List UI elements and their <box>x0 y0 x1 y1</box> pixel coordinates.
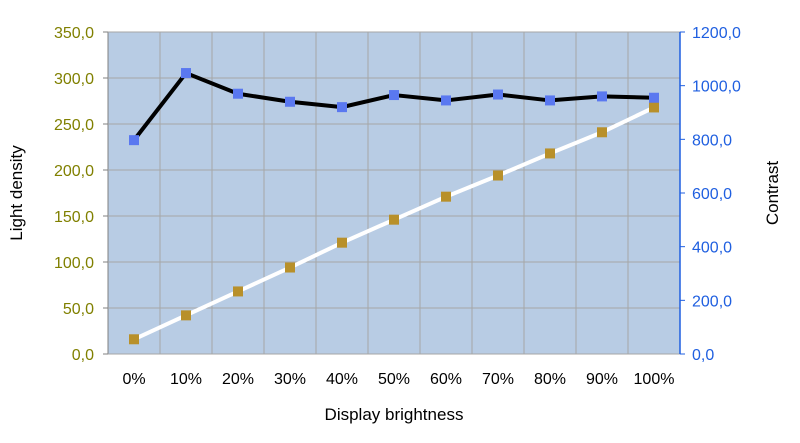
x-axis-ticks: 0% 10% 20% 30% 40% 50% 60% 70% 80% 90% 100% <box>122 371 674 388</box>
y-axis-title-right: Contrast <box>763 161 782 226</box>
series-marker-right <box>181 68 191 79</box>
left-tick-label: 150,0 <box>54 209 94 226</box>
x-tick-label: 80% <box>534 371 566 388</box>
series-marker-left <box>285 262 295 273</box>
left-tick-label: 100,0 <box>54 255 94 272</box>
series-marker-left <box>649 102 659 113</box>
series-marker-right <box>285 96 295 107</box>
series-marker-left <box>545 148 555 159</box>
y-axis-title-left: Light density <box>7 145 26 241</box>
right-axis-ticks: 0,0 200,0 400,0 600,0 800,0 1000,0 1200,0 <box>679 25 741 364</box>
left-tick-label: 300,0 <box>54 71 94 88</box>
left-tick-label: 350,0 <box>54 25 94 42</box>
right-tick-label: 1000,0 <box>692 79 741 96</box>
right-tick-label: 600,0 <box>692 186 732 203</box>
series-marker-right <box>337 102 347 113</box>
series-marker-right <box>389 90 399 101</box>
gridlines <box>108 31 680 355</box>
series-marker-left <box>337 237 347 248</box>
left-axis-ticks: 0,0 50,0 100,0 150,0 200,0 250,0 300,0 350,0 <box>54 25 108 364</box>
series-marker-left <box>129 334 139 345</box>
series-marker-left <box>441 191 451 202</box>
series-marker-left <box>597 127 607 138</box>
x-tick-label: 40% <box>326 371 358 388</box>
x-tick-label: 60% <box>430 371 462 388</box>
x-tick-label: 70% <box>482 371 514 388</box>
series-marker-left <box>493 170 503 181</box>
series-marker-left <box>233 286 243 297</box>
right-tick-label: 800,0 <box>692 132 732 149</box>
left-tick-label: 50,0 <box>63 301 94 318</box>
right-tick-label: 200,0 <box>692 293 732 310</box>
left-tick-label: 200,0 <box>54 163 94 180</box>
left-tick-label: 250,0 <box>54 117 94 134</box>
x-tick-label: 50% <box>378 371 410 388</box>
series-marker-right <box>441 95 451 106</box>
series-marker-right <box>545 95 555 106</box>
series-marker-right <box>493 89 503 100</box>
plot-area <box>107 31 681 355</box>
series-marker-left <box>389 214 399 225</box>
x-tick-label: 100% <box>634 371 675 388</box>
right-tick-label: 1200,0 <box>692 25 741 42</box>
series-marker-right <box>233 88 243 99</box>
x-tick-label: 20% <box>222 371 254 388</box>
series-marker-right <box>129 135 139 146</box>
series-marker-right <box>597 91 607 102</box>
right-tick-label: 0,0 <box>692 347 714 364</box>
x-tick-label: 10% <box>170 371 202 388</box>
series-layer <box>129 68 659 345</box>
left-tick-label: 0,0 <box>72 347 94 364</box>
x-tick-label: 90% <box>586 371 618 388</box>
x-axis-title: Display brightness <box>325 405 464 424</box>
series-marker-left <box>181 310 191 321</box>
x-tick-label: 30% <box>274 371 306 388</box>
series-marker-right <box>649 92 659 103</box>
x-tick-label: 0% <box>122 371 145 388</box>
right-tick-label: 400,0 <box>692 240 732 257</box>
